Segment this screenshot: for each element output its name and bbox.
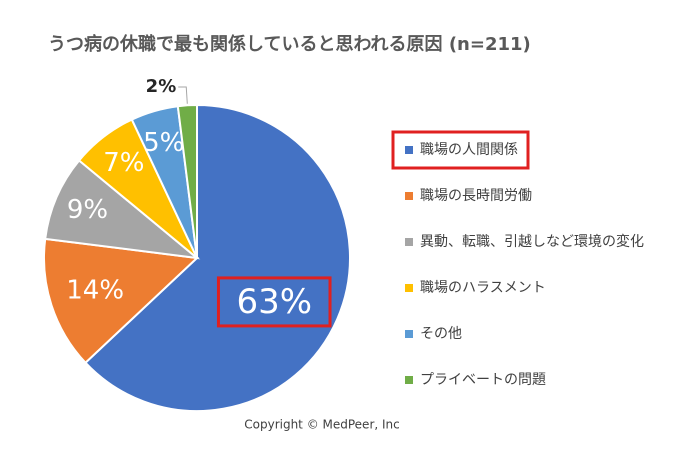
legend-label: その他 [420, 326, 462, 342]
legend-marker [405, 376, 413, 384]
legend-marker [405, 146, 413, 154]
chart-title: うつ病の休職で最も関係していると思われる原因 (n=211) [48, 33, 531, 55]
legend-marker [405, 330, 413, 338]
highlight-box [391, 130, 530, 170]
pie-slice [43, 237, 200, 365]
pie-slice [176, 103, 198, 259]
legend-label: 職場の長時間労働 [420, 188, 532, 204]
value-label: 7% [103, 148, 144, 178]
value-label: 9% [67, 195, 108, 225]
legend-label: 職場の人間関係 [420, 142, 518, 158]
pie-slice [44, 159, 201, 260]
highlight-box [216, 276, 332, 328]
value-label: 2% [146, 76, 177, 97]
legend-marker [405, 192, 413, 200]
leader-line [178, 86, 188, 104]
legend-marker [405, 284, 413, 292]
copyright: Copyright © MedPeer, Inc [244, 418, 400, 432]
value-label: 63% [236, 282, 312, 322]
value-label: 5% [143, 128, 184, 158]
pie-slice [84, 103, 351, 412]
legend-marker [405, 238, 413, 246]
legend-label: 異動、転職、引越しなど環境の変化 [420, 233, 644, 250]
value-label: 14% [66, 276, 124, 306]
legend-label: 職場のハラスメント [420, 280, 546, 296]
legend-label: プライベートの問題 [420, 372, 546, 388]
